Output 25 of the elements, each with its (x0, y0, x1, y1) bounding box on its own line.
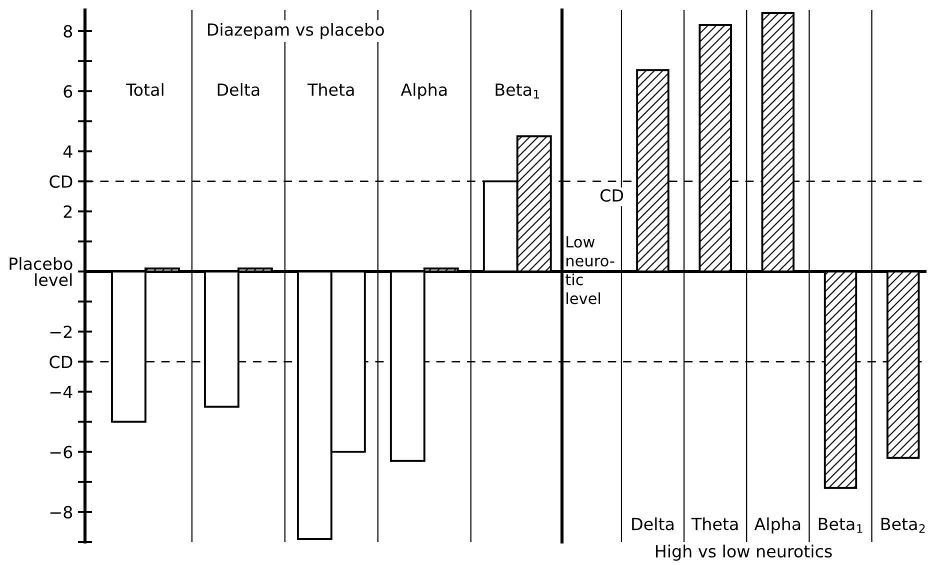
y-tick-label: CD (50, 356, 72, 368)
y-tick-label: 8 (64, 25, 72, 38)
y-tick-label: −8 (50, 506, 72, 519)
x-axis-title: High vs low neurotics (656, 544, 832, 561)
x-tick-label: Alpha (400, 83, 447, 100)
x-tick-label: Beta$_{2}$ (881, 518, 925, 533)
x-tick-label: Beta$_{1}$ (818, 518, 862, 533)
y-tick-label: −2 (50, 326, 72, 338)
text: Diazepam vs placebo (208, 22, 384, 40)
y-tick-label: 2 (64, 205, 72, 218)
x-tick-label: Delta (632, 517, 674, 530)
x-tick-label: Beta$_{1}$ (496, 84, 540, 98)
x-tick-label: Alpha (754, 517, 800, 534)
x-tick-label: Theta (307, 83, 354, 96)
x-tick-label: Total (126, 83, 164, 96)
y-tick-label: 4 (63, 145, 72, 158)
y-tick-label: −4 (50, 386, 72, 398)
x-tick-label: Theta (691, 517, 738, 530)
ref-line-label: CD (600, 189, 624, 202)
ref-line-label: Low neuro- tic level (566, 236, 614, 304)
y-tick-label: Placebo level (10, 257, 72, 286)
y-tick-label: CD (50, 175, 72, 188)
x-tick-label: Delta (218, 83, 260, 96)
y-tick-label: 6 (64, 85, 72, 98)
y-tick-label: −6 (50, 446, 72, 458)
